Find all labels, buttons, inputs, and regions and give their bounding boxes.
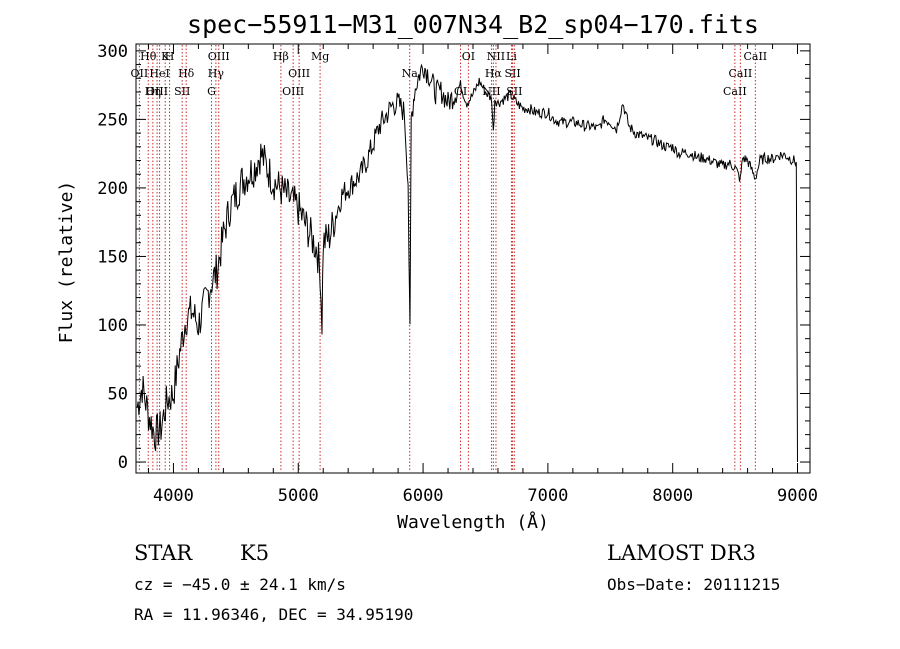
line-marker-label: HeI — [149, 67, 169, 80]
line-marker-label: Li — [506, 50, 517, 63]
coordinates: RA = 11.96346, DEC = 34.95190 — [134, 605, 413, 624]
spectrum-series-line — [136, 63, 798, 463]
line-marker-label: SII — [504, 67, 520, 80]
y-axis-label: Flux (relative) — [56, 181, 77, 344]
y-tick-label: 150 — [97, 247, 128, 267]
line-marker-label: NII — [482, 85, 500, 98]
x-tick-label: 8000 — [652, 486, 693, 506]
line-marker-label: Mg — [311, 50, 329, 63]
line-marker-label: CaII — [723, 85, 747, 98]
y-tick-label: 200 — [97, 179, 128, 199]
x-axis-label: Wavelength (Å) — [397, 511, 549, 533]
x-tick-label: 4000 — [153, 486, 194, 506]
line-marker-label: Hα — [485, 67, 503, 80]
line-marker-label: OIII — [288, 67, 310, 80]
line-marker-label: Hγ — [208, 67, 225, 80]
line-marker-label: SII — [506, 85, 522, 98]
line-marker-label: K — [161, 50, 170, 63]
line-marker-label: NII — [487, 50, 505, 63]
line-marker-label: CaII — [743, 50, 767, 63]
line-marker-labels: HθOIIOIIIKHeIHηHHδSIIOIIIHγGHβOIIIOIIIMg… — [131, 50, 768, 98]
line-marker-label: OIII — [208, 50, 230, 63]
y-tick-label: 50 — [108, 385, 128, 405]
y-axis-ticks: 0 50 100 150 200 250 300 — [97, 42, 810, 473]
line-marker-label: Hβ — [273, 50, 289, 63]
line-marker-label: OII — [131, 67, 149, 80]
line-marker-label: OIII — [146, 85, 168, 98]
chart-title: spec−55911−M31_007N34_B2_sp04−170.fits — [187, 10, 759, 39]
redshift-value: cz = −45.0 ± 24.1 km/s — [134, 575, 346, 594]
line-marker-label: SII — [174, 85, 190, 98]
survey-name: LAMOST DR3 — [607, 541, 756, 565]
y-tick-label: 0 — [118, 453, 128, 473]
line-marker-label: CaII — [729, 67, 753, 80]
line-marker-label: H — [165, 50, 175, 63]
line-marker-label: Hη — [145, 85, 161, 98]
line-marker-label: Hθ — [140, 50, 157, 63]
line-marker-label: Na — [402, 67, 419, 80]
line-marker-label: OIII — [282, 85, 304, 98]
y-tick-label: 250 — [97, 110, 128, 130]
x-tick-label: 9000 — [777, 486, 818, 506]
line-marker-lines — [138, 45, 756, 472]
spectral-subclass: K5 — [240, 541, 269, 565]
obs-date: Obs−Date: 20111215 — [607, 575, 780, 594]
y-tick-label: 300 — [97, 42, 128, 62]
object-class: STAR — [134, 541, 193, 565]
x-tick-label: 5000 — [278, 486, 319, 506]
x-axis-ticks: 4000 5000 6000 7000 8000 9000 — [147, 44, 818, 506]
line-marker-label: Hδ — [178, 67, 195, 80]
line-marker-label: G — [207, 85, 216, 98]
x-tick-label: 6000 — [403, 486, 444, 506]
plot-frame — [135, 43, 811, 474]
line-marker-label: OI — [462, 50, 475, 63]
x-tick-label: 7000 — [527, 486, 568, 506]
y-tick-label: 100 — [97, 316, 128, 336]
